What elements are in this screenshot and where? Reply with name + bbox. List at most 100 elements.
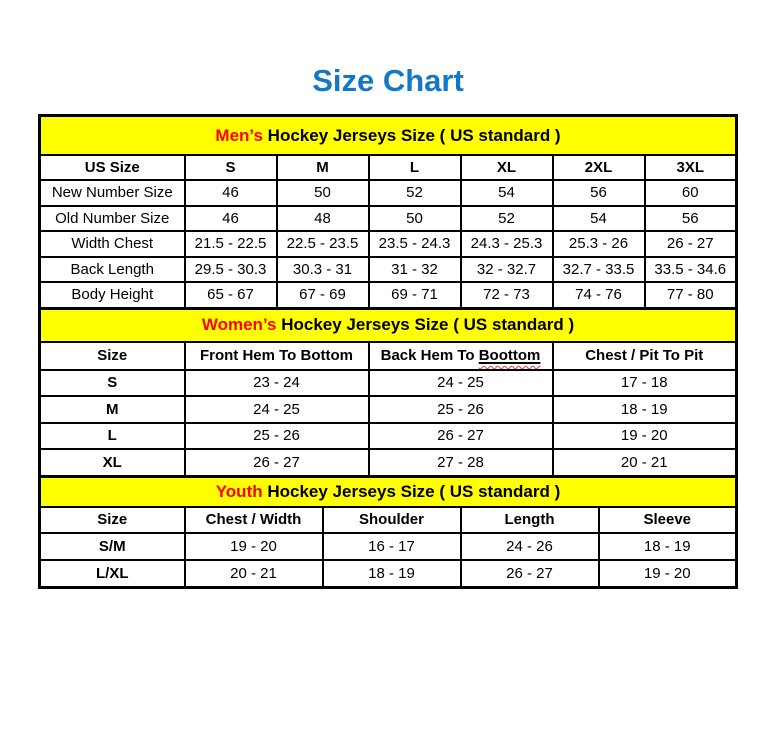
- mens-row-label: Back Length: [38, 255, 186, 284]
- youth-header-row: Size Chest / Width Shoulder Length Sleeve: [38, 505, 738, 534]
- womens-row-label: XL: [38, 448, 186, 478]
- mens-table-cell: 69 - 71: [367, 281, 462, 310]
- womens-table-cell: 25 - 26: [367, 395, 554, 424]
- womens-table-row-3: XL 26 - 27 27 - 28 20 - 21: [38, 448, 738, 478]
- youth-table-cell: 26 - 27: [459, 558, 600, 589]
- youth-section-banner: Youth Hockey Jerseys Size ( US standard …: [38, 475, 738, 508]
- mens-table-cell: 29.5 - 30.3: [183, 255, 278, 284]
- mens-table-cell: 50: [275, 179, 370, 207]
- youth-column-header-2: Shoulder: [321, 505, 462, 534]
- youth-table-cell: 18 - 19: [321, 558, 462, 589]
- womens-table-row-2: L 25 - 26 26 - 27 19 - 20: [38, 421, 738, 451]
- mens-table-row-3: Back Length 29.5 - 30.3 30.3 - 31 31 - 32 32…: [38, 255, 738, 284]
- mens-table-cell: 23.5 - 24.3: [367, 230, 462, 258]
- youth-banner-cell: Youth Hockey Jerseys Size ( US standard …: [38, 475, 738, 508]
- mens-column-header-2: M: [275, 154, 370, 182]
- mens-table-cell: 54: [551, 204, 646, 233]
- mens-column-header-3: L: [367, 154, 462, 182]
- youth-row-label: S/M: [38, 531, 186, 561]
- womens-column-header-0: Size: [38, 340, 186, 371]
- mens-table-cell: 50: [367, 204, 462, 233]
- mens-row-label: New Number Size: [38, 179, 186, 207]
- misspelled-word-underline: Boottom: [479, 347, 541, 364]
- mens-table-cell: 65 - 67: [183, 281, 278, 310]
- youth-table-cell: 19 - 20: [597, 558, 738, 589]
- womens-table-cell: 19 - 20: [551, 421, 738, 451]
- mens-table-cell: 25.3 - 26: [551, 230, 646, 258]
- womens-banner-text: Hockey Jerseys Size ( US standard ): [276, 315, 575, 335]
- youth-table-cell: 20 - 21: [183, 558, 324, 589]
- womens-table-cell: 26 - 27: [367, 421, 554, 451]
- mens-table-cell: 56: [643, 204, 738, 233]
- mens-table-cell: 22.5 - 23.5: [275, 230, 370, 258]
- womens-banner-cell: Women’s Hockey Jerseys Size ( US standar…: [38, 307, 738, 343]
- mens-table-cell: 46: [183, 204, 278, 233]
- mens-table-cell: 56: [551, 179, 646, 207]
- mens-table-cell: 32.7 - 33.5: [551, 255, 646, 284]
- womens-column-header-1: Front Hem To Bottom: [183, 340, 370, 371]
- mens-banner-text: Hockey Jerseys Size ( US standard ): [262, 125, 561, 145]
- youth-table-cell: 16 - 17: [321, 531, 462, 561]
- mens-table-row-4: Body Height 65 - 67 67 - 69 69 - 71 72 - 73 7…: [38, 281, 738, 310]
- spellcheck-wavy-underline: Boottom: [478, 347, 541, 365]
- mens-table-cell: 31 - 32: [367, 255, 462, 284]
- mens-column-header-4: XL: [459, 154, 554, 182]
- mens-table-cell: 67 - 69: [275, 281, 370, 310]
- womens-table-cell: 24 - 25: [367, 368, 554, 398]
- youth-size-table: Youth Hockey Jerseys Size ( US standard …: [38, 474, 738, 589]
- youth-row-label: L/XL: [38, 558, 186, 589]
- womens-table-row-1: M 24 - 25 25 - 26 18 - 19: [38, 395, 738, 424]
- size-chart-tables: Men’s Hockey Jerseys Size ( US standard …: [38, 114, 738, 589]
- womens-header-row: Size Front Hem To Bottom Back Hem To Boott…: [38, 340, 738, 371]
- mens-table-cell: 54: [459, 179, 554, 207]
- youth-table-cell: 24 - 26: [459, 531, 600, 561]
- mens-table-cell: 77 - 80: [643, 281, 738, 310]
- mens-table-cell: 48: [275, 204, 370, 233]
- youth-banner-highlight: Youth: [215, 481, 263, 501]
- youth-column-header-4: Sleeve: [597, 505, 738, 534]
- mens-table-cell: 52: [459, 204, 554, 233]
- mens-table-cell: 32 - 32.7: [459, 255, 554, 284]
- womens-table-cell: 25 - 26: [183, 421, 370, 451]
- mens-table-cell: 26 - 27: [643, 230, 738, 258]
- womens-size-table: Women’s Hockey Jerseys Size ( US standar…: [38, 306, 738, 478]
- mens-column-header-6: 3XL: [643, 154, 738, 182]
- mens-row-label: Old Number Size: [38, 204, 186, 233]
- youth-table-row-0: S/M 19 - 20 16 - 17 24 - 26 18 - 19: [38, 531, 738, 561]
- womens-column-header-2: Back Hem To Boottom: [367, 340, 554, 371]
- page-title: Size Chart: [312, 63, 464, 98]
- womens-table-cell: 20 - 21: [551, 448, 738, 478]
- womens-table-cell: 23 - 24: [183, 368, 370, 398]
- youth-column-header-0: Size: [38, 505, 186, 534]
- mens-table-cell: 21.5 - 22.5: [183, 230, 278, 258]
- mens-table-cell: 30.3 - 31: [275, 255, 370, 284]
- mens-table-cell: 46: [183, 179, 278, 207]
- youth-column-header-3: Length: [459, 505, 600, 534]
- mens-row-label: Body Height: [38, 281, 186, 310]
- mens-section-banner: Men’s Hockey Jerseys Size ( US standard …: [38, 114, 738, 157]
- mens-banner-cell: Men’s Hockey Jerseys Size ( US standard …: [38, 114, 738, 157]
- youth-table-row-1: L/XL 20 - 21 18 - 19 26 - 27 19 - 20: [38, 558, 738, 589]
- womens-table-row-0: S 23 - 24 24 - 25 17 - 18: [38, 368, 738, 398]
- mens-column-header-0: US Size: [38, 154, 186, 182]
- mens-table-cell: 74 - 76: [551, 281, 646, 310]
- mens-header-row: US Size S M L XL 2XL 3XL: [38, 154, 738, 182]
- womens-table-cell: 24 - 25: [183, 395, 370, 424]
- womens-row-label: M: [38, 395, 186, 424]
- mens-row-label: Width Chest: [38, 230, 186, 258]
- youth-banner-text: Hockey Jerseys Size ( US standard ): [262, 481, 561, 501]
- mens-table-row-2: Width Chest 21.5 - 22.5 22.5 - 23.5 23.5 - …: [38, 230, 738, 258]
- mens-table-cell: 33.5 - 34.6: [643, 255, 738, 284]
- womens-column-header-3: Chest / Pit To Pit: [551, 340, 738, 371]
- womens-section-banner: Women’s Hockey Jerseys Size ( US standar…: [38, 307, 738, 343]
- youth-table-cell: 19 - 20: [183, 531, 324, 561]
- youth-table-cell: 18 - 19: [597, 531, 738, 561]
- mens-table-row-0: New Number Size 46 50 52 54 56 60: [38, 179, 738, 207]
- mens-table-cell: 60: [643, 179, 738, 207]
- womens-table-cell: 18 - 19: [551, 395, 738, 424]
- mens-table-row-1: Old Number Size 46 48 50 52 54 56: [38, 204, 738, 233]
- womens-banner-highlight: Women’s: [201, 315, 277, 335]
- mens-column-header-5: 2XL: [551, 154, 646, 182]
- womens-row-label: S: [38, 368, 186, 398]
- mens-table-cell: 24.3 - 25.3: [459, 230, 554, 258]
